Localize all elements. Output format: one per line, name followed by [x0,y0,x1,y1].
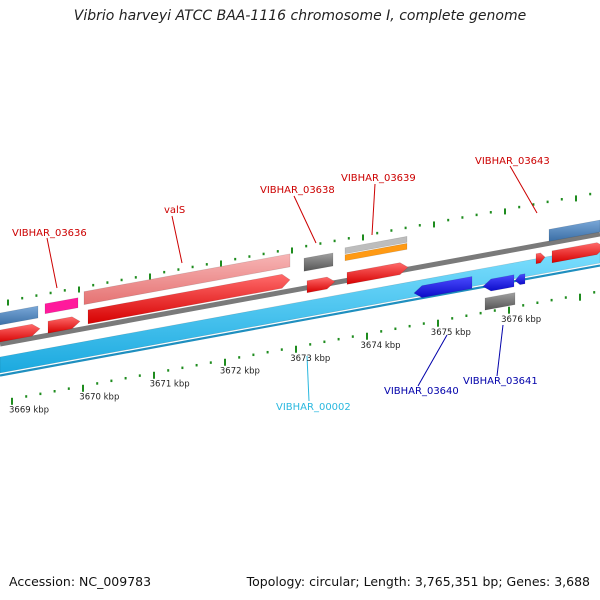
other-feature[interactable] [0,305,39,326]
accession-text: Accession: NC_009783 [9,574,152,589]
feature-label-vibhar-03640[interactable]: VIBHAR_03640 [384,386,459,397]
upper-tick-track [7,192,592,306]
reverse-cds-segment[interactable] [514,273,526,286]
axis-kbp-label: 3669 kbp [9,405,49,415]
forward-cds-segment[interactable] [535,252,546,265]
feature-tracks [0,219,600,377]
feature-label-vibhar-03638[interactable]: VIBHAR_03638 [260,185,335,196]
leader-line [306,355,310,402]
forward-cds-vibhar-03638[interactable] [306,276,336,294]
feature-label-vibhar-00002[interactable]: VIBHAR_00002 [276,402,351,413]
feature-label-vibhar-03641[interactable]: VIBHAR_03641 [463,376,538,387]
reverse-pseudo-feature[interactable] [484,292,516,311]
leader-line [46,237,58,289]
genome-summary-text: Topology: circular; Length: 3,765,351 bp… [246,574,590,589]
leader-line [371,183,376,236]
leader-line [417,334,448,387]
feature-label-vibhar-03643[interactable]: VIBHAR_03643 [475,156,550,167]
forward-backbone-line [0,231,600,347]
leader-line [509,165,538,214]
pseudo-light-feature[interactable] [344,236,408,255]
axis-kbp-label: 3674 kbp [361,341,401,351]
leader-line [496,324,504,377]
rrna-feature[interactable] [344,243,408,262]
forward-cds-segment[interactable] [551,242,600,264]
map-title: Vibrio harveyi ATCC BAA-1116 chromosome … [73,8,527,24]
axis-kbp-label: 3672 kbp [220,367,260,377]
feature-labels: 3669 kbp 3670 kbp 3671 kbp 3672 kbp 3673 kbp… [9,156,550,415]
feature-label-vals[interactable]: valS [164,205,185,216]
lower-tick-track [11,291,596,405]
axis-kbp-label: 3671 kbp [150,380,190,390]
forward-gene-valS[interactable] [83,253,291,305]
leader-line [171,215,183,264]
forward-cds-segment[interactable] [47,316,81,334]
reverse-gene-track[interactable] [0,246,600,374]
other-feature[interactable] [548,219,600,242]
reverse-cds-vibhar-03640[interactable] [413,276,473,298]
feature-label-vibhar-03639[interactable]: VIBHAR_03639 [341,173,416,184]
axis-kbp-label: 3675 kbp [431,328,471,338]
pseudo-feature[interactable] [303,252,334,272]
leader-line [293,195,317,244]
forward-cds-vibhar-03639[interactable] [346,262,409,285]
reverse-cds-vibhar-03641[interactable] [482,274,515,292]
trna-feature[interactable] [44,297,79,315]
axis-kbp-label: 3676 kbp [501,315,541,325]
forward-cds-valS[interactable] [87,273,291,325]
label-leader-lines [46,165,538,402]
feature-label-vibhar-03636[interactable]: VIBHAR_03636 [12,228,87,239]
forward-cds-segment[interactable] [0,323,41,343]
axis-kbp-label: 3670 kbp [79,392,119,402]
axis-kbp-label: 3673 kbp [290,354,330,364]
